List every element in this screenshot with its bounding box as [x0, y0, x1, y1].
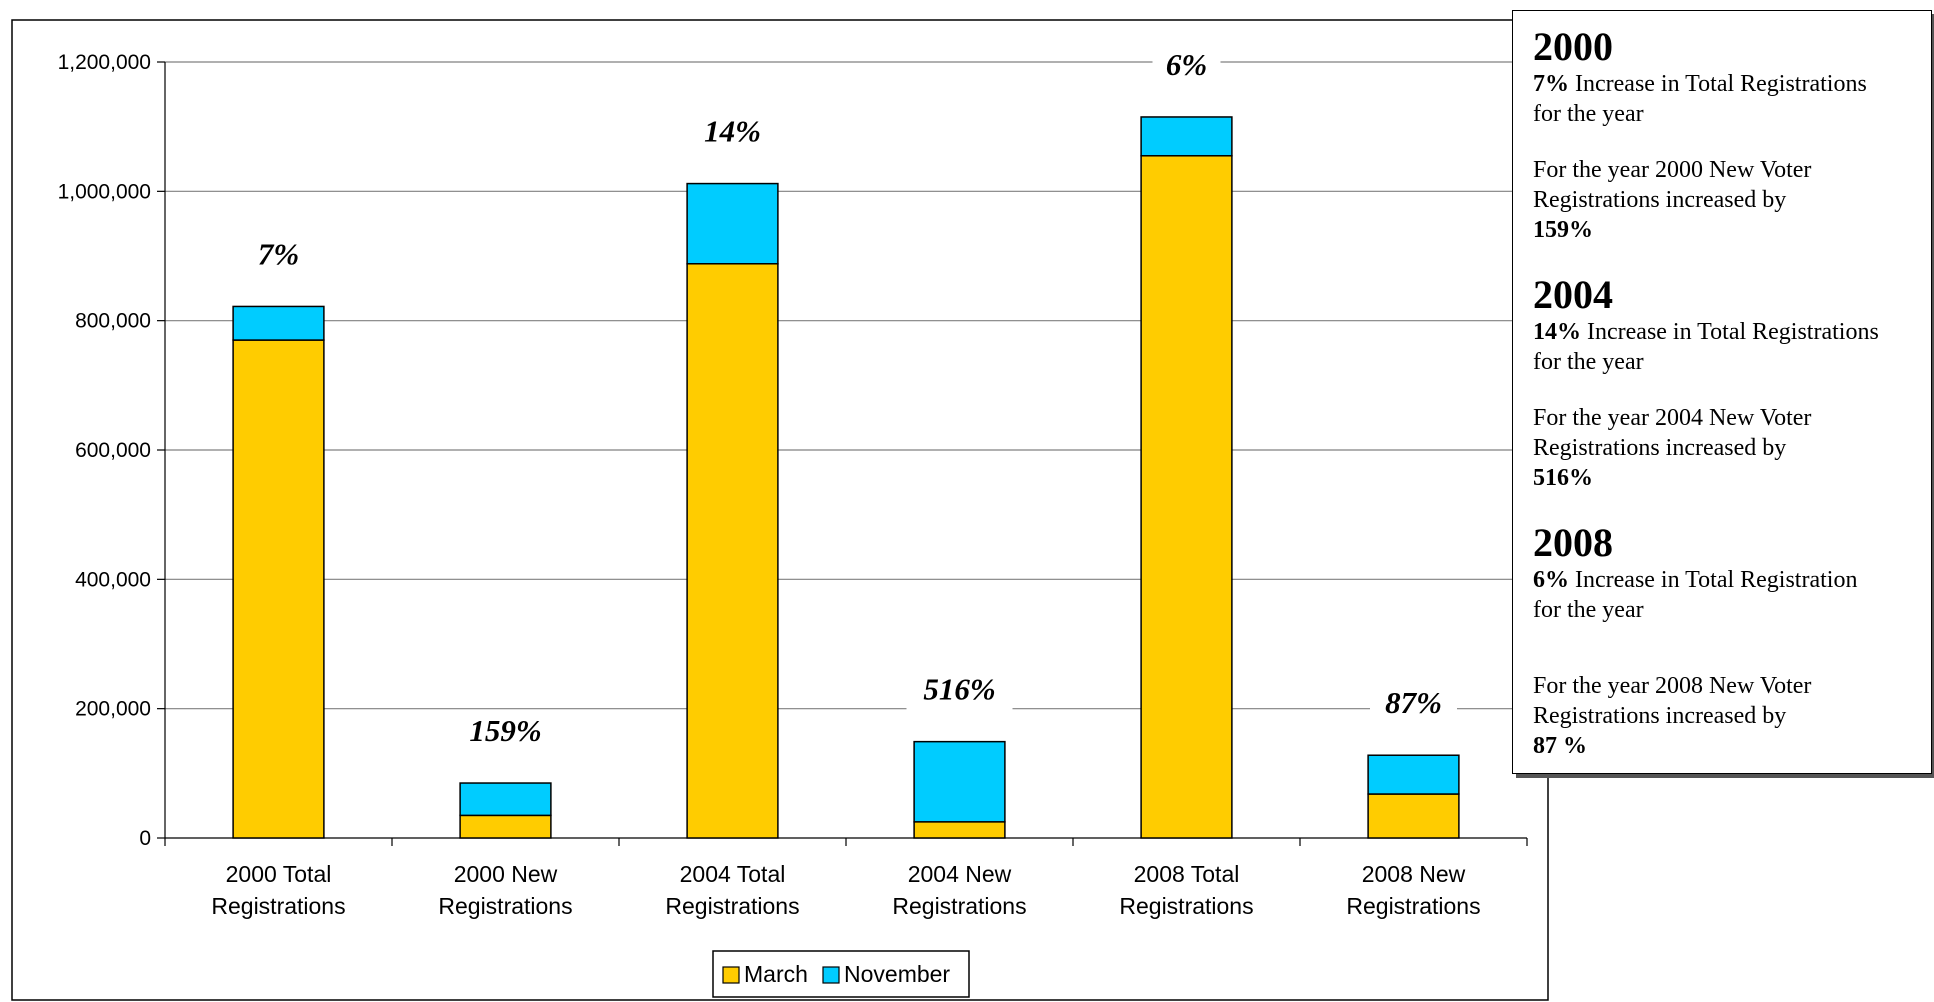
data-label-bg [906, 669, 1013, 712]
section-2008: 2008 6% Increase in Total Registration f… [1533, 521, 1919, 761]
legend [712, 950, 970, 998]
bar-march [686, 263, 779, 839]
new-voter-line-1: For the year 2008 New Voter [1533, 673, 1812, 699]
x-category-label: Registrations [438, 893, 572, 919]
x-category-label: 2000 Total [226, 861, 332, 887]
bar-march [459, 814, 552, 839]
data-label: 159% [469, 713, 541, 748]
data-label: 87% [1385, 685, 1442, 720]
new-voter-pct: 87 % [1533, 733, 1587, 759]
data-label-bg [689, 111, 776, 154]
section-year: 2004 [1533, 272, 1613, 317]
annotation-panel: 2000 7% Increase in Total Registrations … [1512, 10, 1932, 774]
x-category-label: Registrations [1119, 893, 1253, 919]
new-voter-line-1: For the year 2000 New Voter [1533, 157, 1812, 183]
total-increase-text: Increase in Total Registrations [1569, 71, 1867, 97]
total-increase-text-2: for the year [1533, 597, 1644, 623]
data-label: 6% [1166, 47, 1207, 82]
y-tick-label: 1,000,000 [58, 180, 151, 203]
bar-november [232, 305, 325, 341]
total-increase-text-2: for the year [1533, 101, 1644, 127]
x-category-label: 2004 New [908, 861, 1012, 887]
x-category-label: 2004 Total [680, 861, 786, 887]
bar-november [686, 182, 779, 265]
new-voter-line-2: Registrations increased by [1533, 703, 1787, 729]
y-tick-label: 400,000 [75, 568, 151, 591]
y-tick-label: 1,200,000 [58, 51, 151, 74]
total-increase-pct: 14% [1533, 319, 1581, 345]
section-2000: 2000 7% Increase in Total Registrations … [1533, 25, 1919, 245]
section-year: 2008 [1533, 520, 1613, 565]
legend-label-march: March [744, 961, 808, 987]
total-increase-pct: 6% [1533, 567, 1569, 593]
new-voter-line-2: Registrations increased by [1533, 187, 1787, 213]
total-increase-line: 7% Increase in Total Registrations [1533, 69, 1919, 99]
y-tick-label: 800,000 [75, 310, 151, 333]
total-increase-line: 6% Increase in Total Registration [1533, 565, 1919, 595]
legend-swatch-march [722, 966, 740, 984]
y-tick-label: 0 [139, 827, 151, 850]
total-increase-pct: 7% [1533, 71, 1569, 97]
new-voter-pct: 516% [1533, 465, 1593, 491]
total-increase-text: Increase in Total Registrations [1581, 319, 1879, 345]
data-label: 516% [923, 672, 995, 707]
total-increase-text-2: for the year [1533, 349, 1644, 375]
x-category-label: Registrations [665, 893, 799, 919]
data-label: 7% [258, 236, 299, 271]
x-category-label: 2008 Total [1134, 861, 1240, 887]
data-label-bg [452, 711, 559, 754]
data-label-bg [244, 234, 313, 277]
bar-march [232, 339, 325, 839]
bar-march [913, 821, 1006, 839]
new-voter-pct: 159% [1533, 217, 1593, 243]
x-category-label: Registrations [892, 893, 1026, 919]
data-label-bg [1152, 44, 1221, 87]
x-category-label: 2000 New [454, 861, 558, 887]
bar-november [1367, 754, 1460, 795]
x-category-label: Registrations [211, 893, 345, 919]
total-increase-text: Increase in Total Registration [1569, 567, 1858, 593]
section-2004: 2004 14% Increase in Total Registrations… [1533, 273, 1919, 493]
section-year: 2000 [1533, 24, 1613, 69]
total-increase-line: 14% Increase in Total Registrations [1533, 317, 1919, 347]
x-category-label: 2008 New [1362, 861, 1466, 887]
bar-march [1140, 155, 1233, 839]
y-tick-label: 600,000 [75, 439, 151, 462]
data-label-bg [1370, 683, 1457, 726]
bar-march [1367, 793, 1460, 839]
bar-november [1140, 116, 1233, 157]
x-category-label: Registrations [1346, 893, 1480, 919]
bar-november [913, 740, 1006, 823]
y-tick-label: 200,000 [75, 698, 151, 721]
legend-swatch-november [822, 966, 840, 984]
new-voter-line-1: For the year 2004 New Voter [1533, 405, 1812, 431]
bar-november [459, 782, 552, 817]
new-voter-line-2: Registrations increased by [1533, 435, 1787, 461]
data-label: 14% [704, 114, 761, 149]
legend-label-november: November [844, 961, 950, 987]
